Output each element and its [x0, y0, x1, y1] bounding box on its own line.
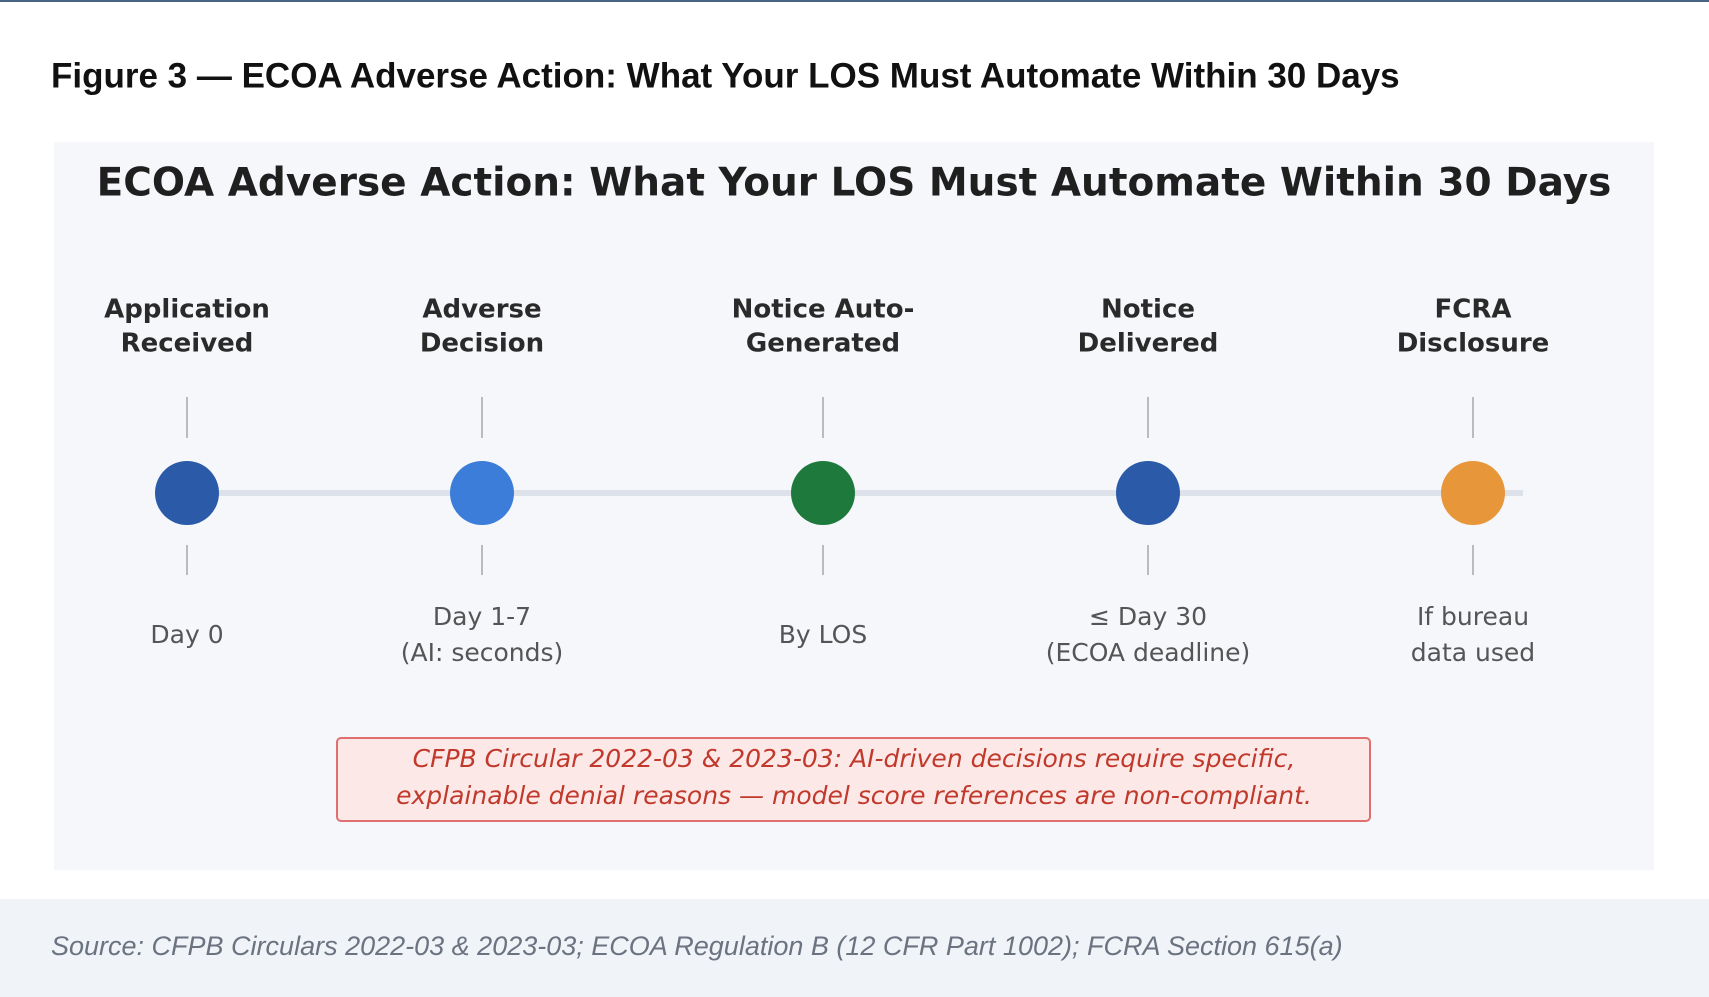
milestone-detail: (ECOA deadline): [1046, 638, 1251, 667]
milestone-dot: [791, 461, 855, 525]
milestone-label: Notice Auto-: [732, 295, 915, 325]
milestone-label: Application: [104, 295, 270, 325]
source: Source: CFPB Circulars 2022-03 & 2023-03…: [51, 931, 1343, 961]
milestone-detail: Day 0: [150, 620, 223, 649]
figure-title: ECOA Adverse Action: What Your LOS Must …: [97, 161, 1612, 206]
callout-line: explainable denial reasons — model score…: [396, 781, 1312, 810]
milestone-dot: [1116, 461, 1180, 525]
milestone-label: Received: [121, 329, 254, 359]
milestone-label: Generated: [746, 329, 900, 359]
callout-box: [336, 737, 1371, 822]
milestone-label: FCRA: [1435, 295, 1512, 325]
footer: [0, 899, 1709, 997]
milestone-label: Delivered: [1078, 329, 1219, 359]
callout-line: CFPB Circular 2022-03 & 2023-03: AI-driv…: [413, 744, 1296, 773]
milestone-dot: [450, 461, 514, 525]
milestone-label: Adverse: [422, 295, 541, 325]
milestone-detail: If bureau: [1417, 602, 1529, 631]
milestone-detail: By LOS: [779, 620, 867, 649]
milestone-detail: Day 1-7: [433, 602, 531, 631]
milestone-detail: ≤ Day 30: [1089, 602, 1207, 631]
milestone-dot: [1441, 461, 1505, 525]
milestone-detail: data used: [1411, 638, 1535, 667]
milestone-label: Notice: [1101, 295, 1195, 325]
milestone-detail: (AI: seconds): [401, 638, 564, 667]
milestone-dot: [155, 461, 219, 525]
top-border: [0, 0, 1709, 2]
figure-caption: Figure 3 — ECOA Adverse Action: What You…: [51, 56, 1400, 95]
milestone-label: Disclosure: [1397, 329, 1550, 359]
milestone-label: Decision: [420, 329, 544, 359]
